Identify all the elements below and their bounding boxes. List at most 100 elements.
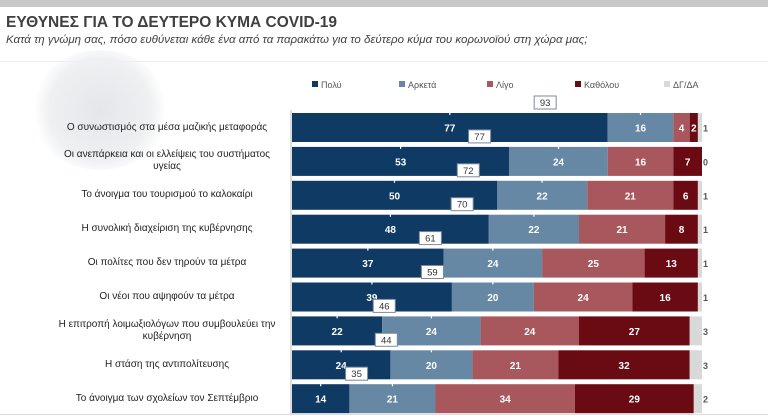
total-label: 44 xyxy=(381,335,392,346)
bar-segment xyxy=(574,384,694,414)
legend-swatch xyxy=(399,81,405,87)
data-label: 6 xyxy=(683,191,689,202)
legend-item: Πολύ xyxy=(312,80,342,90)
data-label: 3 xyxy=(703,361,708,371)
legend-label: Πολύ xyxy=(321,80,342,90)
category-label: Η συνολική διαχείριση της κυβέρνησης xyxy=(81,223,253,235)
data-label: 29 xyxy=(629,395,641,406)
legend-swatch xyxy=(312,81,318,87)
total-box xyxy=(372,298,396,313)
bar-segment xyxy=(509,146,608,176)
data-label: 20 xyxy=(487,293,499,304)
bar-segment xyxy=(673,113,690,142)
data-label: 4 xyxy=(679,124,685,135)
bar-segment xyxy=(542,248,645,278)
bar-segment xyxy=(689,316,702,346)
category-label: Το άνοιγμα του τουρισμού το καλοκαίρι xyxy=(81,189,253,201)
total-box xyxy=(345,366,369,381)
data-label: 1 xyxy=(703,124,708,134)
total-label: 46 xyxy=(379,301,390,312)
bar-segment xyxy=(382,316,481,346)
category-label: Η επιτροπή λοιμωξιολόγων που συμβουλεύει… xyxy=(58,318,276,342)
data-label: 24 xyxy=(578,293,590,304)
bar-segment xyxy=(292,248,444,278)
bar-segment xyxy=(579,214,666,244)
virus-background-image xyxy=(30,50,170,170)
bar-segment xyxy=(697,180,702,210)
total-label: 72 xyxy=(463,166,474,177)
data-label: 21 xyxy=(387,395,399,406)
data-label: 39 xyxy=(366,293,378,304)
bar-segment xyxy=(390,350,473,380)
data-label: 77 xyxy=(444,124,456,135)
total-label: 77 xyxy=(474,132,485,143)
top-bar xyxy=(0,0,768,7)
total-box xyxy=(533,95,557,110)
bar-segment xyxy=(607,146,674,176)
legend-item: Αρκετά xyxy=(399,80,436,90)
data-label: 13 xyxy=(666,259,678,270)
total-box xyxy=(450,197,474,212)
bar-segment xyxy=(697,248,702,278)
bar-segment xyxy=(472,350,559,380)
category-label: Οι ανεπάρκεια και οι ελλείψεις του συστή… xyxy=(64,149,270,173)
bar-segment xyxy=(292,384,350,414)
bar-segment xyxy=(665,214,698,244)
bar-segment xyxy=(558,350,690,380)
data-label: 25 xyxy=(588,259,600,270)
category-label: Η στάση της αντιπολίτευσης xyxy=(104,358,230,370)
data-label: 1 xyxy=(703,293,708,303)
data-label: 16 xyxy=(635,124,647,135)
data-label: 24 xyxy=(426,327,438,338)
data-label: 24 xyxy=(487,259,499,270)
bar-segment xyxy=(292,214,489,244)
total-label: 35 xyxy=(351,369,362,380)
data-label: 1 xyxy=(703,225,708,235)
data-label: 7 xyxy=(685,157,691,168)
data-label: 3 xyxy=(703,327,708,337)
bar-segment xyxy=(451,282,534,312)
bar-segment xyxy=(349,384,436,414)
data-label: 27 xyxy=(629,327,641,338)
bar-segment xyxy=(488,214,579,244)
total-box xyxy=(420,265,444,279)
bar-segment xyxy=(607,113,674,142)
category-label: Οι νέοι που αψηφούν τα μέτρα xyxy=(99,291,235,302)
total-box xyxy=(418,231,442,246)
bar-segment xyxy=(689,350,702,380)
legend-swatch xyxy=(487,81,493,87)
total-box xyxy=(468,129,492,144)
bar-segment xyxy=(644,248,698,278)
bar-segment xyxy=(587,180,674,210)
bar-segment xyxy=(673,146,702,176)
bar-segment xyxy=(697,214,702,244)
legend-label: ΔΓ/ΔΑ xyxy=(673,80,699,90)
data-label: 1 xyxy=(703,259,708,269)
data-label: 20 xyxy=(426,361,438,372)
bar-segment xyxy=(579,316,690,346)
category-label: Οι πολίτες που δεν τηρούν τα μέτρα xyxy=(87,257,247,269)
bar-segment xyxy=(693,384,702,414)
bar-segment xyxy=(292,316,383,346)
legend-label: Αρκετά xyxy=(408,80,437,90)
divider xyxy=(0,414,768,415)
bar-segment xyxy=(497,180,588,210)
bar-segment xyxy=(292,350,391,380)
data-label: 22 xyxy=(332,327,344,338)
legend-item: Λίγο xyxy=(487,80,514,90)
total-box xyxy=(374,332,398,347)
total-label: 59 xyxy=(427,268,438,279)
category-label: Ο συνωστισμός στα μέσα μαζικής μεταφοράς xyxy=(66,121,268,133)
page-subtitle: Κατά τη γνώμη σας, πόσο ευθύνεται κάθε έ… xyxy=(6,34,588,46)
data-label: 22 xyxy=(528,225,540,236)
data-label: 21 xyxy=(510,361,522,372)
legend-label: Καθόλου xyxy=(584,80,620,90)
legend-item: Καθόλου xyxy=(575,80,619,90)
bar-segment xyxy=(292,282,452,312)
data-label: 2 xyxy=(703,395,708,405)
total-box xyxy=(456,163,480,178)
data-label: 0 xyxy=(703,157,708,167)
data-label: 16 xyxy=(660,293,672,304)
bar-segment xyxy=(673,180,698,210)
